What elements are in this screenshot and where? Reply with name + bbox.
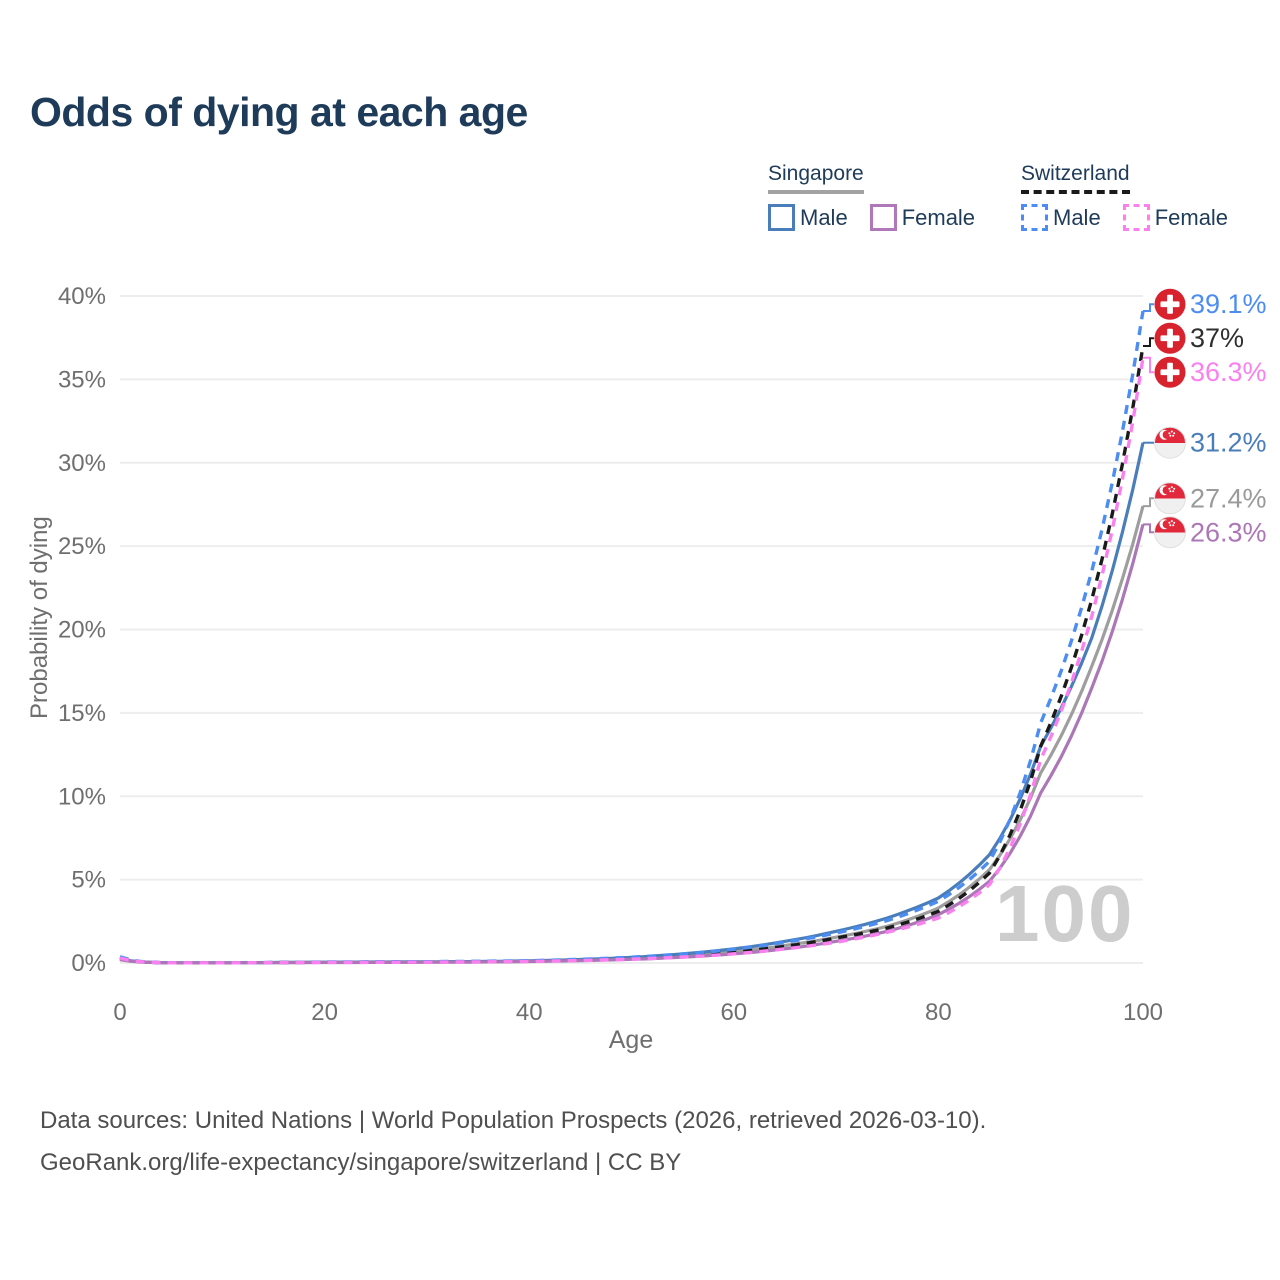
- end-label-value-singapore-both-sexes: 27.4%: [1190, 483, 1267, 513]
- legend-row-switzerland: Male Female: [1021, 204, 1250, 231]
- y-tick-25: 25%: [58, 533, 106, 560]
- flag-icon-switzerland: [1154, 322, 1186, 354]
- flag-icon-singapore: [1154, 482, 1186, 515]
- series-line-singapore-both-sexes: [119, 505, 1145, 965]
- end-label-value-switzerland-both-sexes: 37%: [1190, 323, 1244, 353]
- x-tick-20: 20: [311, 999, 338, 1026]
- legend-label-singapore-female[interactable]: Female: [901, 204, 976, 230]
- legend-group-singapore: Singapore Male Female: [768, 162, 997, 231]
- legend-swatch-singapore-female[interactable]: [869, 204, 897, 231]
- end-label-connector-switzerland-female: [1143, 356, 1154, 374]
- y-tick-0: 0%: [71, 950, 106, 977]
- legend-swatch-switzerland-female[interactable]: [1122, 204, 1150, 231]
- x-tick-80: 80: [925, 999, 952, 1026]
- series-line-singapore-female: [119, 523, 1145, 965]
- end-label-connector-singapore-both-sexes: [1143, 497, 1154, 508]
- legend-group-switzerland: Switzerland Male Female: [1021, 162, 1250, 231]
- x-axis-title: Age: [608, 1026, 654, 1054]
- flag-icon-singapore: [1154, 426, 1186, 459]
- legend-row-singapore: Male Female: [768, 204, 997, 231]
- end-label-value-switzerland-female: 36.3%: [1190, 357, 1267, 387]
- legend-label-singapore-male[interactable]: Male: [800, 204, 848, 230]
- legend-swatch-switzerland-male[interactable]: [1021, 204, 1048, 231]
- flag-icon-switzerland: [1154, 288, 1186, 320]
- flag-icon-switzerland: [1154, 356, 1186, 388]
- y-tick-20: 20%: [58, 617, 106, 644]
- end-label-connector-switzerland-male: [1143, 303, 1154, 312]
- end-label-connector-singapore-female: [1143, 523, 1154, 534]
- y-tick-35: 35%: [58, 366, 106, 393]
- legend-group-title-singapore[interactable]: Singapore: [768, 162, 864, 194]
- y-tick-5: 5%: [71, 867, 106, 894]
- legend-label-switzerland-male[interactable]: Male: [1053, 204, 1101, 230]
- end-label-value-singapore-female: 26.3%: [1190, 517, 1267, 547]
- x-tick-60: 60: [720, 999, 747, 1026]
- series-line-switzerland-both-sexes: [119, 345, 1145, 965]
- y-axis-title: Probability of dying: [26, 516, 53, 719]
- y-tick-30: 30%: [58, 450, 106, 477]
- page-title: Odds of dying at each age: [30, 89, 528, 135]
- end-label-value-singapore-male: 31.2%: [1190, 428, 1267, 458]
- x-tick-100: 100: [1123, 999, 1163, 1026]
- legend-swatch-singapore-male[interactable]: [768, 204, 795, 231]
- legend-group-title-switzerland[interactable]: Switzerland: [1021, 162, 1130, 194]
- data-source-note: Data sources: United Nations | World Pop…: [40, 1100, 986, 1184]
- y-tick-10: 10%: [58, 783, 106, 810]
- footer-line-2: GeoRank.org/life-expectancy/singapore/sw…: [40, 1149, 682, 1176]
- series-line-switzerland-male: [119, 310, 1145, 965]
- flag-icon-singapore: [1154, 516, 1186, 549]
- legend-label-switzerland-female[interactable]: Female: [1154, 204, 1229, 230]
- age-watermark: 100: [995, 869, 1135, 958]
- x-tick-40: 40: [516, 999, 543, 1026]
- end-label-value-switzerland-male: 39.1%: [1190, 289, 1267, 319]
- y-tick-40: 40%: [58, 283, 106, 310]
- end-label-connector-switzerland-both-sexes: [1143, 337, 1154, 347]
- footer-line-1: Data sources: United Nations | World Pop…: [40, 1107, 987, 1134]
- y-tick-15: 15%: [58, 700, 106, 727]
- x-tick-0: 0: [113, 999, 126, 1026]
